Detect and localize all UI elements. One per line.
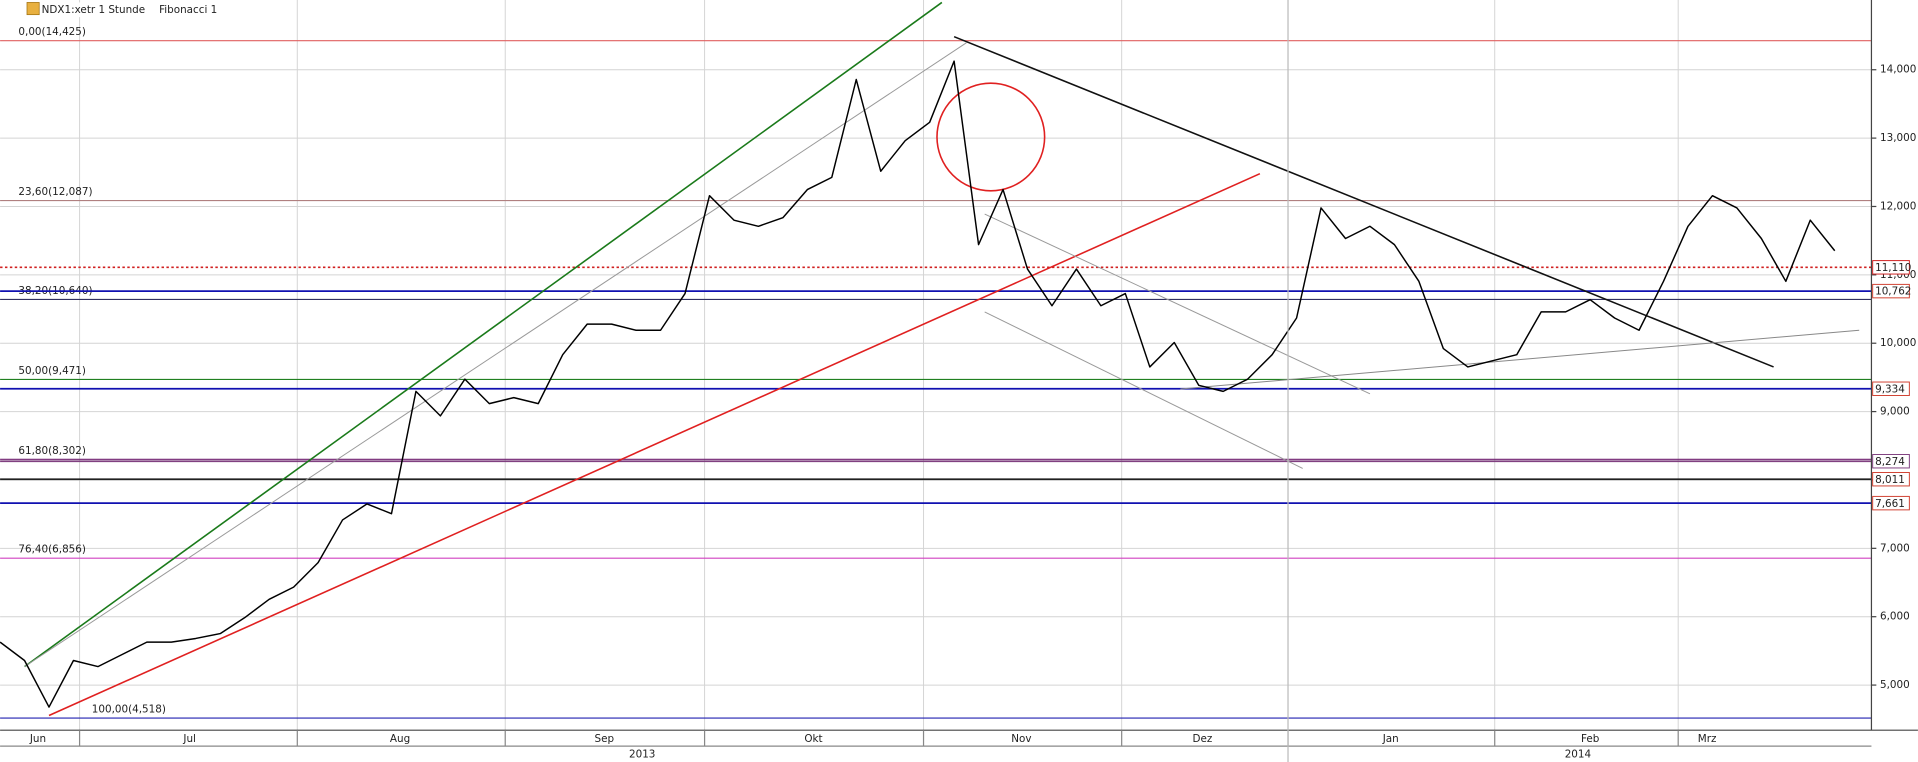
price-box [1872,454,1910,469]
month-label: Dez [1192,733,1212,745]
support-line [1180,329,1860,390]
channel-line [984,213,1371,395]
y-tick-label: 6,000 [1880,611,1910,623]
symbol-icon[interactable] [26,2,40,16]
channel-line [24,42,967,668]
fib-label: 0,00(14,425) [18,26,86,38]
highlight-circle [936,82,1046,192]
price-box [1872,283,1910,299]
price-label: 10,762 [1875,286,1911,298]
study[interactable]: Fibonacci 1 [159,4,217,16]
symbol[interactable]: NDX1:xetr 1 Stunde [42,4,145,16]
month-label: Sep [595,733,615,745]
levels: 0,00(14,425)23,60(12,087)38,20(10,640)50… [0,26,1872,719]
y-tick-label: 13,000 [1880,132,1916,144]
y-tick-label: 12,000 [1880,200,1916,212]
trend-line [48,172,1261,717]
y-tick-label: 14,000 [1880,64,1916,76]
month-label: Jul [182,733,196,745]
price-label: 8,274 [1875,456,1905,468]
price-label: 7,661 [1875,498,1905,510]
month-label: Mrz [1698,733,1717,745]
fib-label: 61,80(8,302) [18,445,86,457]
price-box [1872,260,1910,275]
trend-line [953,35,1774,368]
y-tick-label: 9,000 [1880,406,1910,418]
price-box [1872,471,1910,487]
header-bg [2,2,199,18]
year-label: 2013 [629,749,655,761]
month-label: Jun [29,733,46,745]
y-tick-label: 10,000 [1880,337,1916,349]
month-label: Aug [390,733,410,745]
year-label: 2014 [1565,749,1592,761]
y-tick-label: 7,000 [1880,542,1910,554]
fib-label: 100,00(4,518) [92,703,166,715]
axis: 5,0006,0007,0008,0009,00010,00011,00012,… [29,0,1916,762]
month-label: Jan [1382,733,1399,745]
price-label: 8,011 [1875,474,1905,486]
month-label: Feb [1581,733,1600,745]
fib-label: 76,40(6,856) [18,544,86,556]
price-line-series [0,60,1836,708]
fib-label: 50,00(9,471) [18,365,86,377]
price-box [1872,381,1910,396]
plot [0,60,1836,708]
price-box [1872,495,1910,511]
y-tick-label: 5,000 [1880,679,1910,691]
month-label: Nov [1011,733,1031,745]
channel-line [984,311,1303,469]
month-label: Okt [804,733,822,745]
price-label: 9,334 [1875,383,1905,395]
trend-line [24,1,943,668]
price-label: 11,110 [1875,262,1911,274]
fib-label: 23,60(12,087) [18,186,92,198]
